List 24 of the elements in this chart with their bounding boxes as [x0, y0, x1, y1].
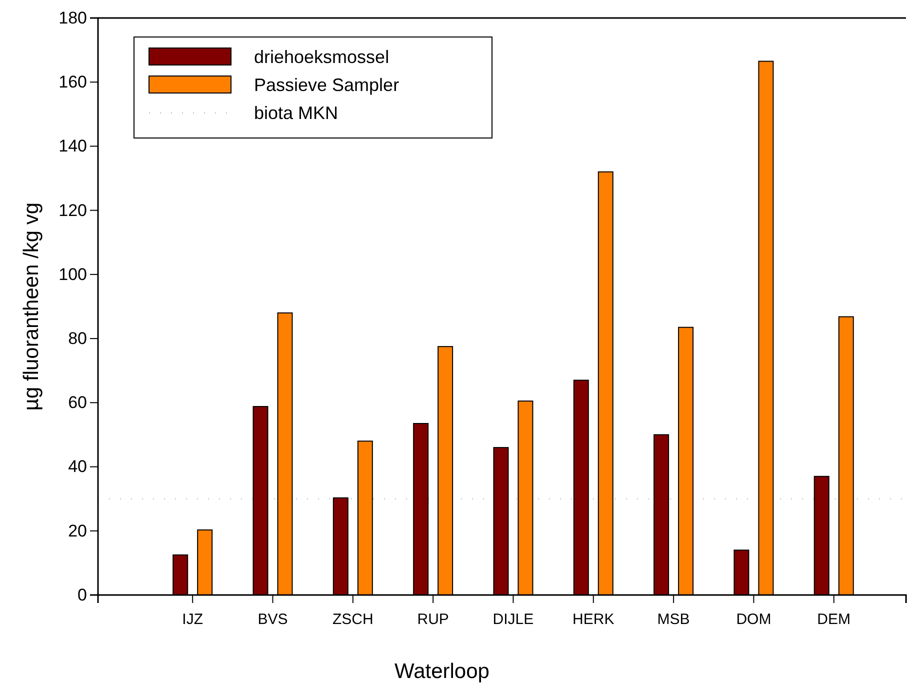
y-tick-label: 60 — [68, 393, 87, 412]
y-tick-label: 160 — [58, 72, 87, 92]
y-tick-label: 0 — [78, 585, 87, 604]
x-tick-label: DIJLE — [492, 611, 534, 628]
y-tick-label: 120 — [58, 200, 87, 220]
y-tick-label: 80 — [68, 328, 87, 348]
x-tick-label: MSB — [657, 611, 690, 628]
legend-label: driehoeksmossel — [254, 47, 390, 67]
x-tick-label: HERK — [572, 611, 614, 628]
y-tick-label: 180 — [58, 8, 87, 28]
y-tick-label: 100 — [58, 264, 87, 284]
x-axis-title: Waterloop — [394, 660, 490, 683]
y-tick-label: 20 — [68, 521, 87, 540]
y-tick-label: 40 — [68, 457, 87, 476]
x-tick-label: DOM — [736, 611, 772, 628]
y-axis-title: µg fluorantheen /kg vg — [20, 202, 43, 411]
legend-label: Passieve Sampler — [254, 75, 400, 95]
legend-label: biota MKN — [254, 103, 338, 123]
x-tick-label: BVS — [258, 611, 288, 628]
x-tick-label: DEM — [817, 611, 851, 628]
y-tick-label: 140 — [58, 136, 87, 156]
x-tick-label: RUP — [417, 611, 449, 628]
x-tick-label: IJZ — [182, 611, 204, 628]
x-tick-label: ZSCH — [332, 611, 374, 628]
